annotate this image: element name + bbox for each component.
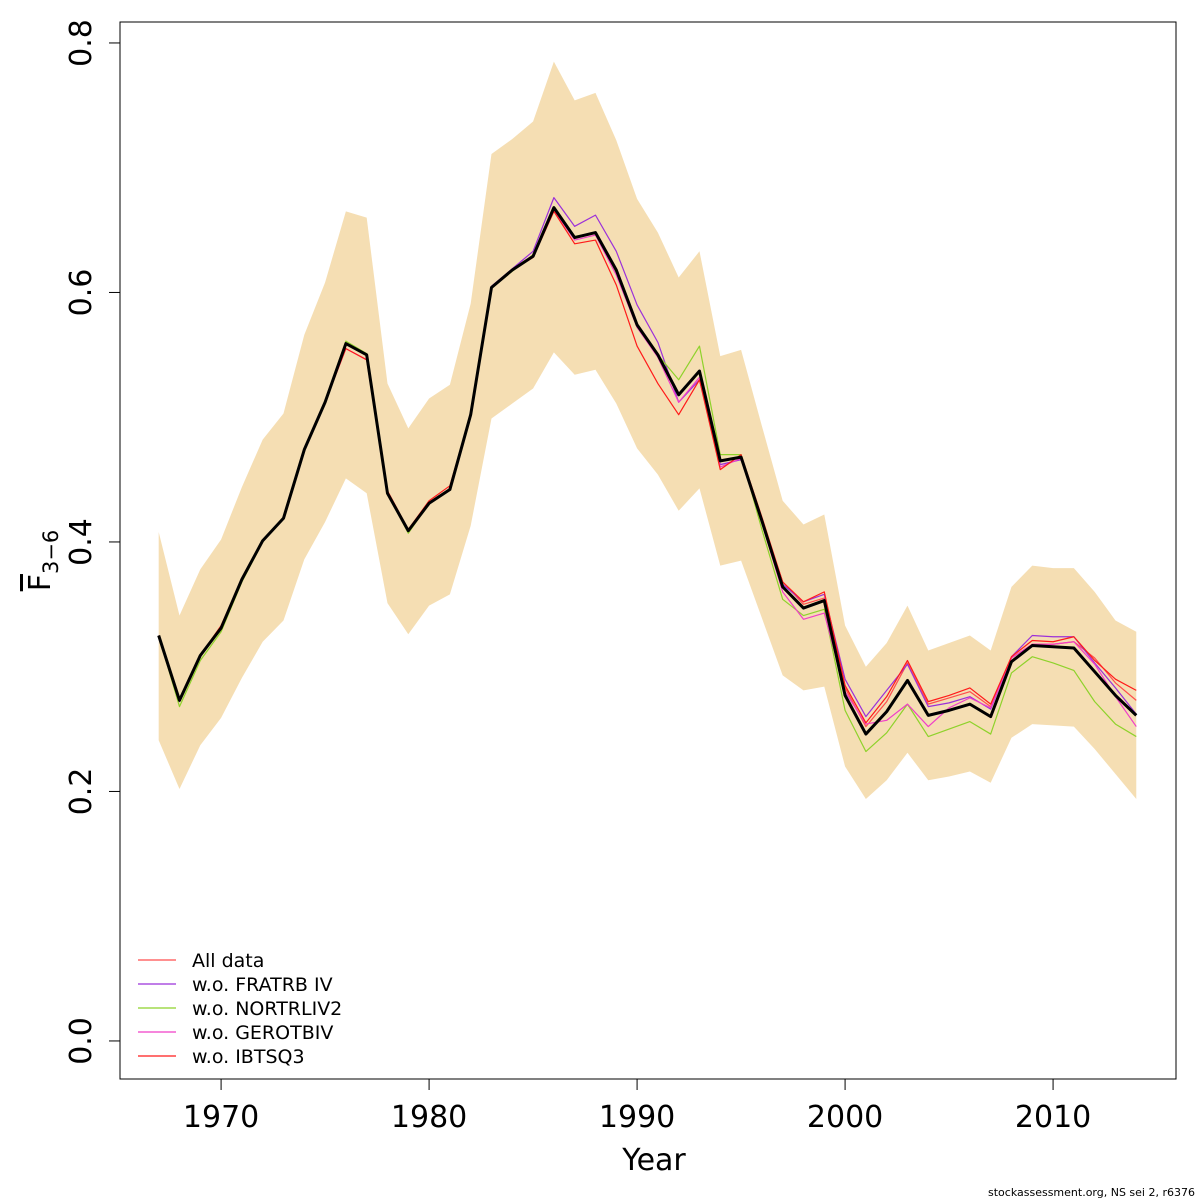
estimate-line [157,206,1138,736]
y-tick-label: 0.4 [64,518,99,566]
y-tick-label: 0.8 [64,19,99,67]
y-tick-label: 0.0 [64,1017,99,1065]
x-tick-label: 2000 [807,1100,883,1135]
legend-label: w.o. NORTRLIV2 [192,998,342,1020]
legend-label: All data [192,950,264,972]
footer: stockassessment.org, NS sei 2, r6376 [988,1186,1195,1199]
x-tick-label: 2010 [1015,1100,1091,1135]
y-tick-label: 0.2 [64,768,99,816]
y-axis-title-sub: 3−6 [39,530,63,574]
confidence-band [158,61,1137,799]
legend-label: w.o. FRATRB IV [192,974,333,996]
y-axis-title-base: F [23,574,58,591]
legend-label: w.o. IBTSQ3 [192,1046,305,1068]
x-tick-label: 1990 [599,1100,675,1135]
x-axis-title: Year [621,1143,686,1178]
legend-label: w.o. GEROTBIV [192,1022,333,1044]
y-axis-title: F3−6 [23,530,63,592]
y-tick-label: 0.6 [64,269,99,317]
plot-frame [119,21,1177,1080]
x-tick-label: 1980 [391,1100,467,1135]
x-tick-label: 1970 [183,1100,259,1135]
